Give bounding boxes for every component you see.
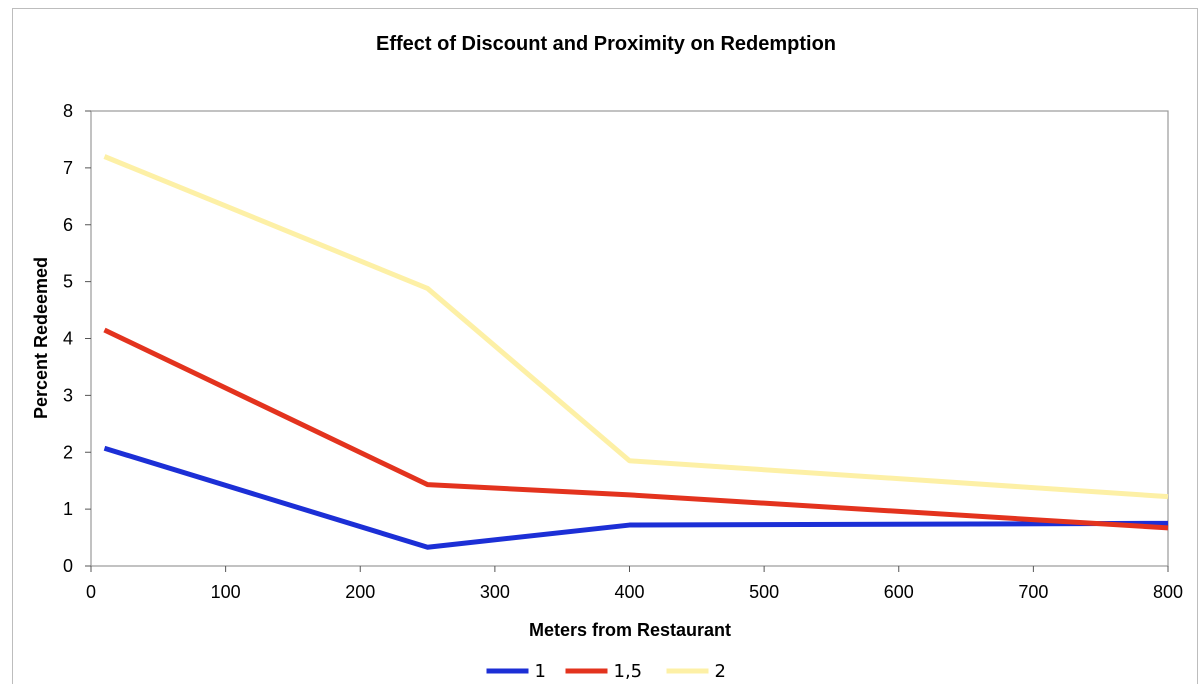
legend: 1 1,5 2 (486, 661, 726, 682)
x-tick-label: 400 (614, 582, 644, 602)
x-tick-label: 600 (884, 582, 914, 602)
y-tick-label: 0 (63, 556, 73, 576)
series-lines (103, 154, 1169, 550)
y-tick-label: 5 (63, 272, 73, 292)
y-tick-label: 6 (63, 215, 73, 235)
legend-label: 1,5 (614, 661, 643, 682)
y-tick-label: 8 (63, 101, 73, 121)
series-line-2 (103, 327, 1169, 531)
y-axis-ticks: 0 1 2 3 4 5 6 7 8 (63, 101, 91, 576)
x-tick-label: 200 (345, 582, 375, 602)
legend-item: 2 (666, 661, 726, 682)
x-tick-label: 700 (1018, 582, 1048, 602)
plot-area (90, 110, 1169, 567)
series-line-1 (103, 445, 1169, 550)
legend-label: 2 (715, 661, 726, 682)
series-line-3 (103, 154, 1169, 500)
y-tick-label: 2 (63, 442, 73, 462)
y-axis-label: Percent Redeemed (31, 257, 51, 419)
y-tick-label: 7 (63, 158, 73, 178)
y-tick-label: 3 (63, 385, 73, 405)
x-tick-label: 800 (1153, 582, 1183, 602)
legend-label: 1 (535, 661, 546, 682)
y-tick-label: 1 (63, 499, 73, 519)
x-axis-ticks: 0 100 200 300 400 500 600 700 800 (86, 566, 1183, 602)
x-tick-label: 0 (86, 582, 96, 602)
legend-item: 1 (486, 661, 546, 682)
x-tick-label: 300 (480, 582, 510, 602)
legend-item: 1,5 (565, 661, 643, 682)
x-axis-label: Meters from Restaurant (529, 620, 731, 640)
chart-title: Effect of Discount and Proximity on Rede… (376, 33, 836, 55)
x-tick-label: 100 (211, 582, 241, 602)
x-tick-label: 500 (749, 582, 779, 602)
y-tick-label: 4 (63, 329, 73, 349)
